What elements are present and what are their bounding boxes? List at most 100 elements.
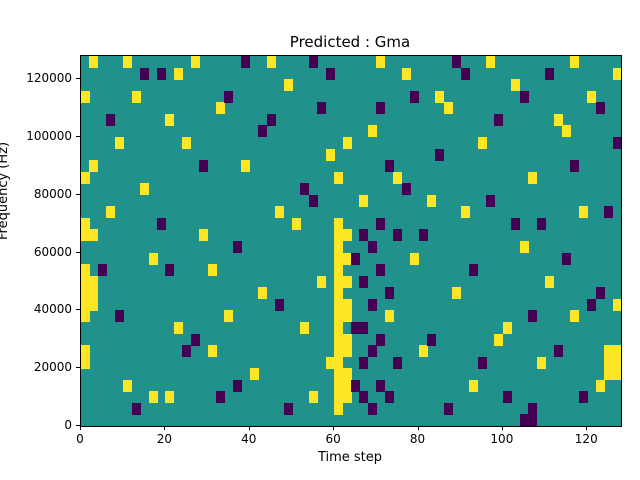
heatmap-cell	[545, 67, 555, 80]
heatmap-cell	[494, 333, 504, 346]
y-tick-label: 100000	[26, 128, 72, 143]
heatmap-cell	[334, 171, 344, 184]
heatmap-cell	[342, 368, 352, 381]
heatmap-cell	[81, 229, 90, 242]
heatmap-cell	[511, 217, 521, 230]
heatmap-cell	[334, 321, 344, 334]
y-tick-label: 40000	[33, 302, 72, 317]
heatmap-cell	[376, 264, 386, 277]
y-tick-mark	[76, 193, 80, 195]
heatmap-cell	[359, 194, 369, 207]
heatmap-cell	[486, 56, 495, 68]
heatmap-cell	[528, 414, 538, 426]
heatmap-cell	[376, 56, 386, 68]
heatmap-cell	[519, 90, 529, 103]
heatmap-cell	[325, 148, 335, 161]
heatmap-cell	[334, 287, 344, 300]
heatmap-cell	[519, 414, 529, 426]
heatmap-cell	[106, 113, 116, 126]
heatmap-cell	[334, 229, 344, 242]
heatmap-cell	[384, 160, 394, 173]
heatmap-cell	[376, 102, 386, 115]
heatmap-cell	[612, 136, 621, 149]
heatmap-cell	[89, 56, 99, 68]
heatmap-cell	[207, 264, 217, 277]
x-tick-mark	[417, 426, 419, 430]
heatmap-cell	[578, 206, 588, 219]
heatmap-cell	[528, 171, 538, 184]
heatmap-cell	[393, 171, 403, 184]
heatmap-cell	[587, 298, 597, 311]
heatmap-cell	[452, 56, 462, 68]
heatmap-cell	[334, 345, 344, 358]
x-tick-mark	[248, 426, 250, 430]
heatmap-cell	[384, 287, 394, 300]
heatmap-cell	[384, 391, 394, 404]
heatmap-cell	[359, 391, 369, 404]
heatmap-cell	[359, 275, 369, 288]
heatmap-cell	[511, 79, 521, 92]
heatmap-cell	[342, 298, 352, 311]
heatmap-cell	[190, 333, 200, 346]
heatmap-cell	[367, 402, 377, 415]
heatmap-cell	[308, 56, 318, 68]
heatmap-cell	[123, 379, 133, 392]
heatmap-cell	[334, 241, 344, 253]
heatmap-cell	[81, 264, 90, 277]
x-tick-mark	[586, 426, 588, 430]
heatmap-cell	[342, 333, 352, 346]
heatmap-cell	[232, 379, 242, 392]
y-tick-label: 20000	[33, 360, 72, 375]
heatmap-cell	[393, 229, 403, 242]
heatmap-cell	[376, 379, 386, 392]
heatmap-cell	[351, 379, 360, 392]
heatmap-cell	[604, 368, 614, 381]
heatmap-cell	[334, 217, 344, 230]
x-tick-mark	[164, 426, 166, 430]
heatmap-cell	[241, 160, 251, 173]
heatmap-cell	[367, 298, 377, 311]
heatmap-cell	[249, 368, 259, 381]
heatmap-cell	[232, 241, 242, 253]
heatmap-cell	[258, 125, 268, 138]
heatmap-cell	[570, 160, 580, 173]
heatmap-cell	[148, 391, 158, 404]
heatmap-cell	[266, 113, 276, 126]
heatmap-cell	[334, 333, 344, 346]
heatmap-cell	[148, 252, 158, 265]
x-tick-label: 20	[156, 432, 173, 446]
y-tick-mark	[76, 251, 80, 253]
heatmap-cell	[545, 275, 555, 288]
heatmap-cell	[435, 148, 445, 161]
heatmap-cell	[81, 356, 90, 369]
heatmap-cell	[334, 402, 344, 415]
heatmap-cell	[81, 171, 90, 184]
heatmap-cell	[81, 287, 90, 300]
y-tick-mark	[76, 367, 80, 369]
heatmap-cell	[173, 67, 183, 80]
heatmap-cell	[81, 345, 90, 358]
x-tick-label: 120	[574, 432, 598, 446]
heatmap-cell	[334, 356, 344, 369]
heatmap-cell	[334, 252, 344, 265]
heatmap-cell	[81, 217, 90, 230]
heatmap-cell	[367, 125, 377, 138]
heatmap-cell	[334, 275, 344, 288]
heatmap-cell	[334, 379, 344, 392]
heatmap-cell	[443, 402, 453, 415]
y-tick-mark	[76, 425, 80, 426]
x-tick-label: 80	[409, 432, 426, 446]
heatmap-cell	[393, 356, 403, 369]
heatmap-cell	[334, 368, 344, 381]
heatmap-cell	[89, 229, 99, 242]
heatmap-cell	[308, 391, 318, 404]
heatmap-cell	[342, 252, 352, 265]
heatmap-cell	[241, 56, 251, 68]
heatmap-cell	[612, 298, 621, 311]
heatmap-cell	[334, 298, 344, 311]
heatmap-cell	[410, 90, 420, 103]
heatmap-cell	[89, 275, 99, 288]
heatmap-cell	[384, 310, 394, 323]
heatmap-cell	[595, 287, 605, 300]
heatmap-cell	[325, 356, 335, 369]
